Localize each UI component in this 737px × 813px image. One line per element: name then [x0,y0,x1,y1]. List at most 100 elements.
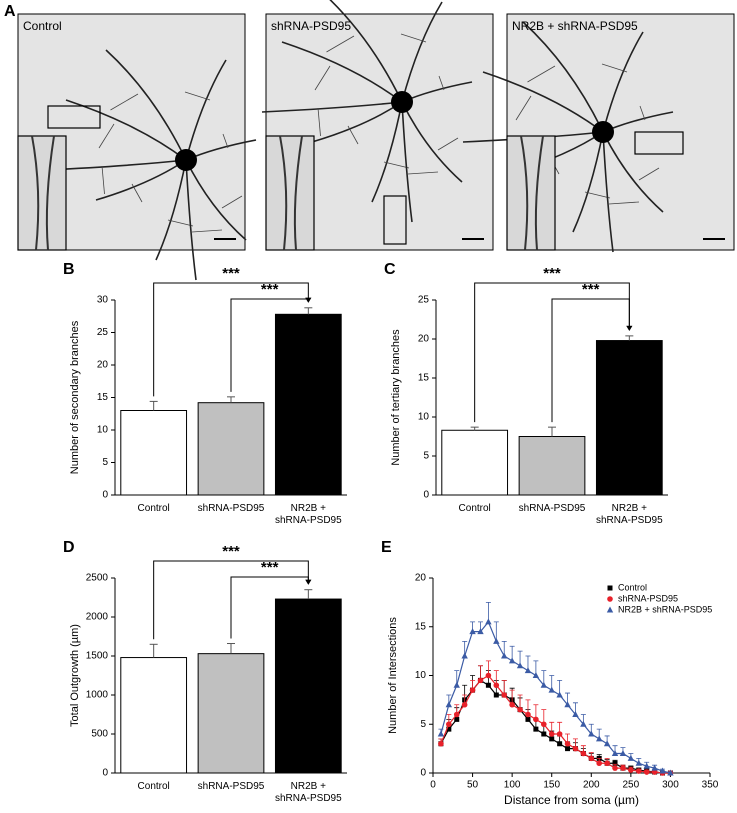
bracket-arrow [305,297,312,303]
x-tick-label: shRNA-PSD95 [197,781,265,792]
y-tick-label: 2500 [86,573,109,584]
data-point [667,769,674,776]
dendrite [602,31,644,133]
micrograph: Control [17,13,257,281]
series-line [440,679,671,774]
data-point [627,754,635,761]
data-point [564,740,571,747]
dendrite [482,71,604,133]
dendrite-branch [131,183,143,203]
y-tick-label: 5 [423,451,429,462]
data-point [469,687,476,693]
data-point [548,731,555,737]
micrograph-label: shRNA-PSD95 [271,19,351,33]
dendrite-branch [222,133,229,149]
data-point [446,726,452,732]
data-point [572,745,579,752]
x-axis-label: Distance from soma (µm) [504,793,639,807]
y-tick-label: 0 [423,490,429,501]
bar [120,410,188,496]
data-point [580,720,587,727]
data-point [549,736,555,742]
significance-label: *** [222,265,240,282]
data-point [556,731,563,737]
y-tick-label: 500 [91,729,108,740]
data-point [477,628,484,635]
data-point [651,764,658,771]
y-tick-label: 2000 [86,612,109,623]
micrograph-label: NR2B + shRNA-PSD95 [512,19,638,33]
data-point [635,768,642,774]
y-tick-label: 25 [97,327,109,338]
data-point [628,767,634,773]
data-point [454,716,460,722]
significance-label: *** [582,281,600,298]
data-point [588,755,595,762]
dendrite [105,49,187,161]
y-tick-label: 5 [102,457,108,468]
soma [175,149,197,171]
data-point [453,711,460,718]
data-point [596,760,602,767]
x-tick-label: 0 [430,780,436,791]
data-point [619,750,627,756]
x-tick-label: 350 [702,780,719,791]
data-point [437,730,445,737]
legend-label: Control [618,582,647,592]
data-point [580,750,587,757]
dendrite-branch [110,93,139,111]
data-point [533,726,539,732]
inset [17,135,67,251]
data-point [493,682,500,689]
y-tick-label: 0 [102,768,108,779]
x-tick-label: Control [137,781,170,792]
y-tick-label: 1000 [86,690,109,701]
data-point [557,741,563,747]
dendrite [522,21,604,133]
data-point [461,701,468,708]
micrograph-label: Control [23,19,62,33]
dendrite-branch [317,107,321,137]
inset [506,135,556,251]
data-point [620,765,626,771]
dendrite-branch [584,191,611,199]
data-point [588,730,595,737]
data-point [611,750,619,756]
dendrite-branch [437,137,459,151]
dendrite-branch [314,65,331,91]
dendrite [185,59,227,161]
x-tick-label: shRNA-PSD95 [197,503,265,514]
data-point [517,706,523,713]
dendrite [185,159,197,281]
dendrite [261,101,403,113]
dendrite [185,159,247,241]
dendrite-branch [601,63,628,73]
legend-marker [606,606,614,613]
x-tick-label: NR2B + shRNA-PSD95 [595,503,663,526]
legend-marker [607,596,613,602]
bar [197,653,265,774]
dendrite-branch [98,123,115,149]
significance-label: *** [222,543,240,560]
dendrite-branch [608,201,640,205]
data-point [603,740,611,747]
panel-letter: A [4,3,16,20]
y-tick-label: 15 [418,373,430,384]
significance-bracket [153,282,309,397]
inset [265,135,315,251]
y-axis-label: Total Outgrowth (µm) [69,624,81,727]
micrograph: shRNA-PSD95 [261,0,494,251]
bracket-arrow [305,579,312,585]
bar [197,402,265,496]
x-tick-label: 50 [467,780,479,791]
x-tick-label: Control [137,503,170,514]
data-point [477,677,484,684]
inset-dendrite [31,135,55,251]
dendrite-branch [400,33,427,43]
x-tick-label: 300 [662,780,679,791]
y-axis-label: Number of Intersections [387,617,399,734]
data-point [509,701,515,708]
panel-letter: C [384,261,396,278]
dendrite [155,159,187,261]
data-point [508,657,516,664]
